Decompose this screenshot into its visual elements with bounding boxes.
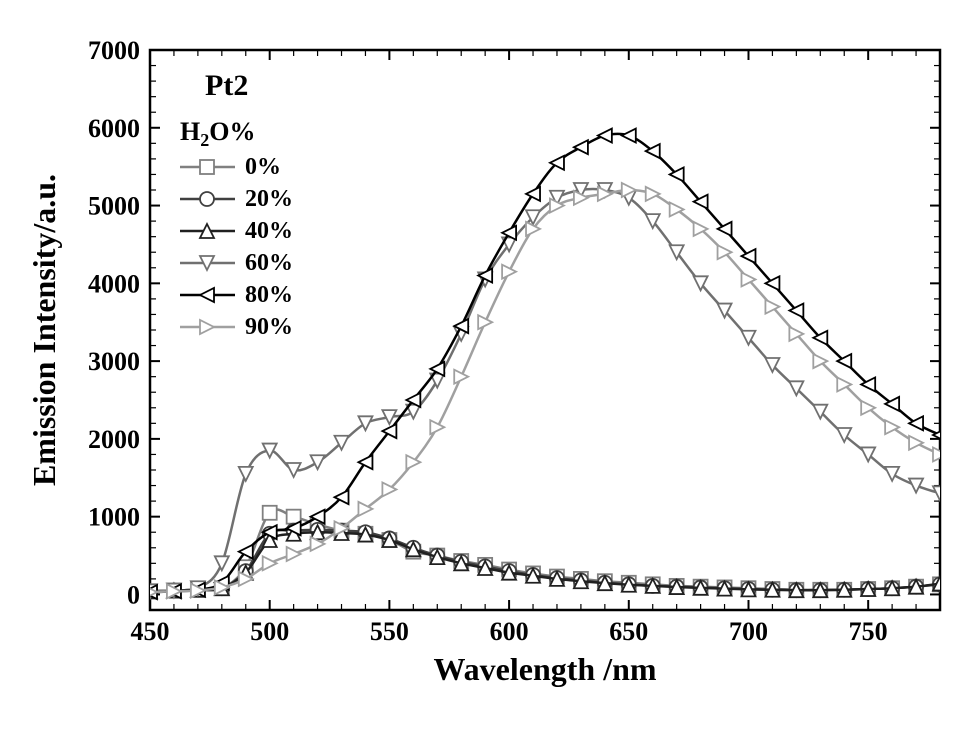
x-tick-label: 650 bbox=[609, 617, 648, 646]
y-tick-label: 0 bbox=[127, 580, 140, 609]
y-tick-label: 3000 bbox=[88, 347, 140, 376]
y-tick-label: 2000 bbox=[88, 425, 140, 454]
legend-item-label: 80% bbox=[245, 282, 293, 308]
legend-item-label: 60% bbox=[245, 250, 293, 276]
x-axis-label: Wavelength /nm bbox=[433, 651, 656, 687]
legend-item-label: 40% bbox=[245, 218, 293, 244]
y-tick-label: 1000 bbox=[88, 503, 140, 532]
legend-item-label: 0% bbox=[245, 154, 281, 180]
y-axis-label: Emission Intensity/a.u. bbox=[26, 174, 62, 486]
x-tick-label: 600 bbox=[490, 617, 529, 646]
x-tick-label: 750 bbox=[849, 617, 888, 646]
legend-item-label: 20% bbox=[245, 186, 293, 212]
emission-spectrum-chart: 450 500 550 600 650 700 750 0 1000 2000 3000 4000 50… bbox=[20, 20, 958, 718]
legend-header: H2O% bbox=[180, 117, 255, 150]
y-tick-label: 5000 bbox=[88, 192, 140, 221]
y-tick-label: 7000 bbox=[88, 36, 140, 65]
legend-item-label: 90% bbox=[245, 314, 293, 340]
x-tick-label: 450 bbox=[131, 617, 170, 646]
chart-title: Pt2 bbox=[205, 69, 248, 102]
x-tick-label: 500 bbox=[250, 617, 289, 646]
y-tick-label: 6000 bbox=[88, 114, 140, 143]
chart-container: 450 500 550 600 650 700 750 0 1000 2000 3000 4000 50… bbox=[20, 20, 958, 718]
x-tick-label: 700 bbox=[729, 617, 768, 646]
y-tick-label: 4000 bbox=[88, 269, 140, 298]
x-tick-label: 550 bbox=[370, 617, 409, 646]
